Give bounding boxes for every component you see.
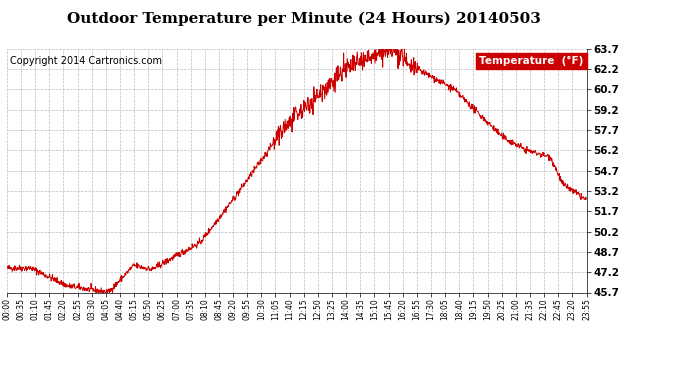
Text: Temperature  (°F): Temperature (°F) (480, 56, 584, 66)
Text: Copyright 2014 Cartronics.com: Copyright 2014 Cartronics.com (10, 56, 161, 66)
Text: Outdoor Temperature per Minute (24 Hours) 20140503: Outdoor Temperature per Minute (24 Hours… (67, 11, 540, 26)
